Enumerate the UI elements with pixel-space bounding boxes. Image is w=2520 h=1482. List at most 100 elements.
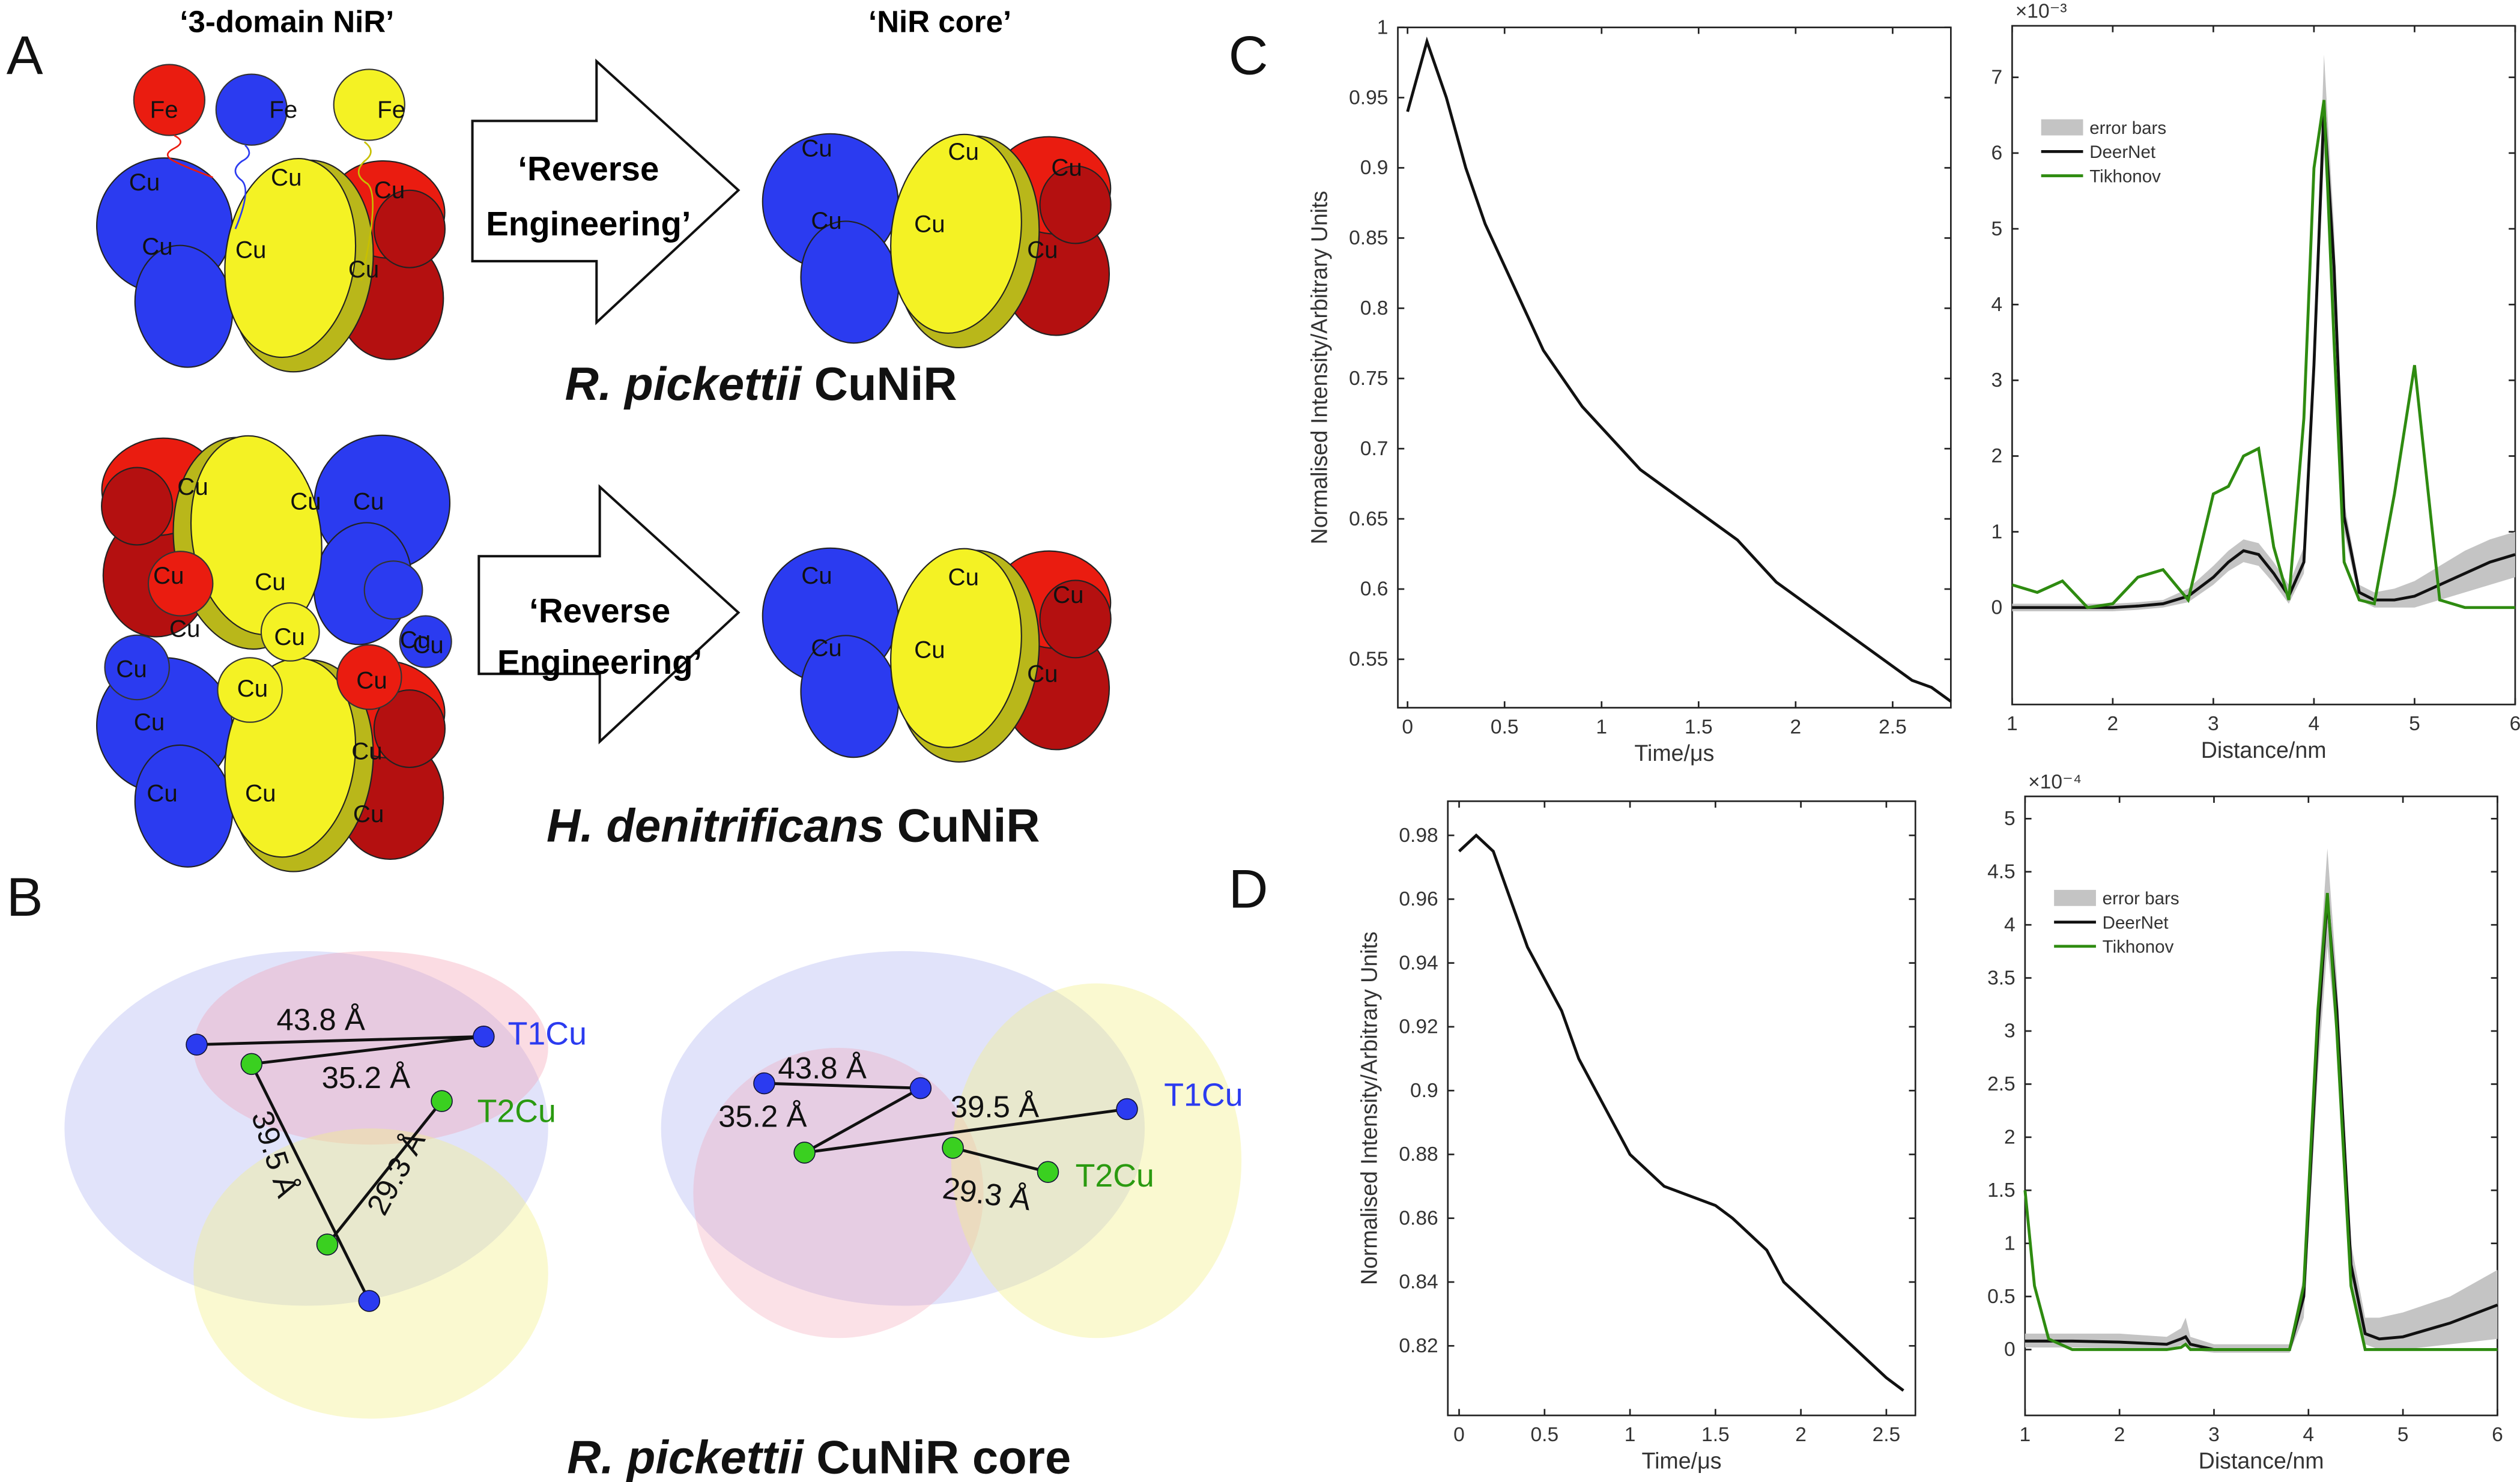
y-tick-label: 7 — [1991, 66, 2003, 88]
plot-area — [1447, 800, 1916, 1417]
title: ‘3-domain NiR’ — [180, 5, 394, 39]
copper-atom — [753, 1072, 775, 1095]
y-tick-label: 1 — [2004, 1232, 2016, 1254]
arrow-text: Engineering’ — [486, 205, 691, 243]
y-tick-label: 0.96 — [1399, 888, 1438, 910]
copper-label: Cu — [116, 656, 147, 683]
panel-label: D — [1229, 858, 1268, 919]
copper-label: Cu — [153, 562, 184, 589]
error-band — [2012, 54, 2515, 612]
x-tick-label: 1.5 — [1685, 716, 1713, 739]
distance-line — [764, 1081, 921, 1090]
protein-core — [762, 547, 1112, 763]
x-tick-label: 6 — [2510, 713, 2520, 735]
iron-site — [215, 73, 288, 146]
copper-label: Cu — [948, 138, 979, 165]
linker — [166, 135, 213, 178]
x-tick-label: 0 — [1402, 716, 1413, 739]
y-tick-label: 1 — [1991, 521, 2003, 543]
copper-label: Cu — [801, 135, 832, 162]
copper-domain — [336, 644, 402, 710]
copper-label: Cu — [290, 488, 321, 515]
copper-atom — [240, 1053, 263, 1075]
x-tick-label: 1 — [2019, 1424, 2031, 1446]
x-tick-label: 1 — [1625, 1424, 1636, 1446]
caption-plain: CuNiR core — [816, 1432, 1071, 1482]
copper-label: Cu — [237, 675, 268, 702]
copper-atom — [942, 1137, 964, 1159]
linker — [234, 144, 250, 229]
protein-structure — [951, 983, 1242, 1338]
y-tick-label: 0.8 — [1360, 297, 1389, 319]
copper-label: Cu — [811, 207, 841, 234]
copper-label: Cu — [348, 256, 379, 283]
y-tick-label: 5 — [2004, 808, 2016, 830]
y-tick-label: 0.7 — [1360, 438, 1389, 460]
x-tick-label: 6 — [2492, 1424, 2503, 1446]
distance-line — [250, 1063, 371, 1302]
protein-structure — [64, 951, 548, 1306]
y-tick-label: 3 — [1991, 369, 2003, 392]
domain — [1039, 165, 1112, 244]
y-tick-label: 6 — [1991, 142, 2003, 165]
copper-atom — [358, 1290, 381, 1312]
copper-label: Cu — [914, 211, 945, 238]
caption-italic: R. pickettii — [567, 1432, 804, 1482]
x-tick-label: 0.5 — [1491, 716, 1519, 739]
distance-line — [804, 1087, 922, 1154]
species: R. pickettii CuNiR — [565, 358, 957, 410]
copper-domain — [217, 657, 283, 723]
copper-domain — [399, 615, 452, 668]
y-tick-label: 3.5 — [1987, 967, 2016, 989]
copper-atom — [1037, 1161, 1059, 1183]
species-italic: R. pickettii — [565, 358, 802, 410]
protein-structure — [193, 1128, 548, 1419]
copper-label: Cu — [1027, 661, 1058, 688]
copper-label: Cu — [177, 473, 208, 500]
panel-label: A — [7, 25, 43, 86]
domain — [224, 157, 357, 358]
data-line — [1458, 833, 1904, 1392]
arrow — [471, 58, 741, 325]
y-tick-label: 0.6 — [1360, 578, 1389, 600]
copper-domain — [147, 551, 214, 617]
y-exponent: ×10⁻⁴ — [2028, 771, 2082, 793]
domain — [101, 467, 174, 546]
x-tick-label: 5 — [2397, 1424, 2409, 1446]
y-tick-label: 1.5 — [1987, 1179, 2016, 1202]
distance-label: 43.8 Å — [778, 1051, 866, 1085]
y-tick-label: 0.88 — [1399, 1143, 1438, 1166]
copper-label: Cu — [142, 233, 172, 260]
iron-label: Fe — [377, 96, 405, 123]
arrow-text: Engineering’ — [497, 643, 702, 681]
distance-line — [952, 1146, 1049, 1174]
protein-structure — [693, 1048, 984, 1338]
copper-atom — [186, 1033, 208, 1056]
y-axis-label: Normalised Intensity/Arbitrary Units — [1306, 191, 1331, 545]
copper-label: Cu — [356, 667, 387, 694]
x-tick-label: 0 — [1453, 1424, 1465, 1446]
linker — [357, 141, 374, 281]
caption: R. pickettii CuNiR core — [567, 1432, 1071, 1482]
y-tick-label: 0.9 — [1360, 157, 1389, 179]
copper-label: Cu — [811, 635, 841, 662]
x-tick-label: 5 — [2409, 713, 2420, 735]
y-tick-label: 1 — [1377, 16, 1389, 38]
copper-domain — [363, 560, 423, 620]
distance-label: 39.5 Å — [951, 1089, 1039, 1124]
y-tick-label: 0.98 — [1399, 824, 1438, 847]
y-tick-label: 3 — [2004, 1020, 2016, 1042]
y-tick-label: 0.85 — [1349, 227, 1388, 249]
y-tick-label: 0.9 — [1410, 1080, 1438, 1102]
distance-line — [196, 1035, 484, 1047]
x-tick-label: 2 — [2107, 713, 2119, 735]
copper-domain — [260, 602, 320, 662]
y-tick-label: 0.55 — [1349, 649, 1388, 671]
site-label: T1Cu — [1164, 1077, 1243, 1113]
x-tick-label: 3 — [2208, 713, 2219, 735]
copper-domain — [104, 634, 170, 701]
data-line — [2023, 892, 2498, 1351]
domain — [373, 689, 446, 768]
legend-label: DeerNet — [2089, 142, 2155, 162]
panel-label: C — [1229, 25, 1268, 86]
